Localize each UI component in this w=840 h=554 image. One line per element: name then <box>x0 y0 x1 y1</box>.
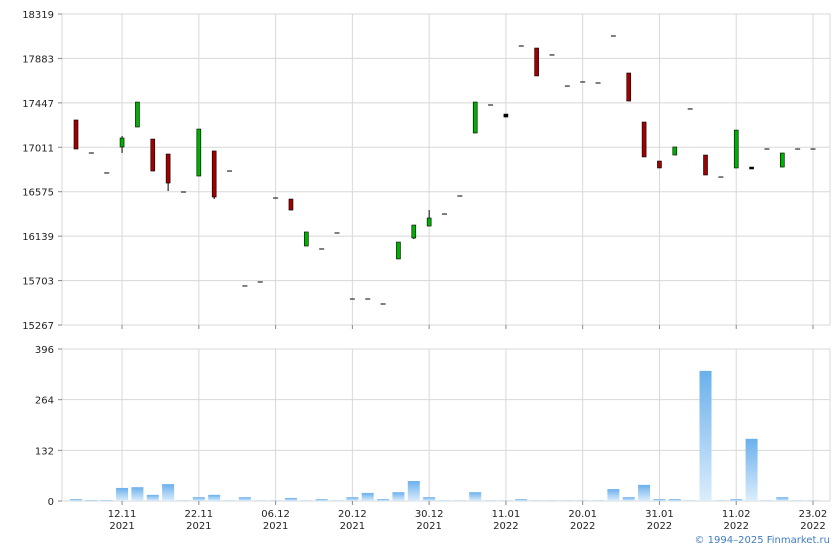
volume-bar <box>669 499 681 501</box>
volume-bar <box>131 487 143 501</box>
volume-bar <box>346 497 358 501</box>
volume-bar <box>700 371 712 501</box>
volume-bar <box>70 499 82 501</box>
y-tick-label: 18319 <box>22 10 54 21</box>
volume-bar <box>653 499 665 501</box>
volume-bar <box>469 492 481 501</box>
candle-body <box>135 102 139 127</box>
candle-body <box>304 232 308 246</box>
volume-bar <box>638 485 650 501</box>
y-tick-label: 16575 <box>22 188 54 199</box>
candle-body <box>704 155 708 175</box>
y-tick-label: 15267 <box>22 321 54 332</box>
candle-body <box>197 129 201 176</box>
candle-body <box>412 225 416 238</box>
candle-body <box>780 153 784 167</box>
y-tick-label: 16139 <box>22 232 54 243</box>
plot-frame <box>62 349 830 501</box>
y-tick-label: 396 <box>35 345 54 356</box>
candle-body <box>734 130 738 168</box>
candle-body <box>504 114 508 117</box>
y-tick-label: 17011 <box>22 143 54 154</box>
volume-bar <box>623 497 635 501</box>
y-tick-label: 15703 <box>22 277 54 288</box>
volume-bar <box>730 499 742 501</box>
volume-bar <box>285 498 297 501</box>
candle-body <box>166 154 170 183</box>
y-tick-label: 17883 <box>22 54 54 65</box>
candle-body <box>657 161 661 168</box>
candle-body <box>427 218 431 226</box>
y-tick-label: 0 <box>48 497 54 508</box>
y-tick-label: 132 <box>35 446 54 457</box>
volume-bar <box>776 497 788 501</box>
plot-frame <box>62 14 830 325</box>
volume-bar <box>162 484 174 501</box>
candle-body <box>151 139 155 171</box>
volume-bar <box>746 439 758 501</box>
volume-bar <box>362 493 374 501</box>
candle-body <box>535 48 539 76</box>
volume-bar <box>208 495 220 501</box>
volume-bar <box>239 497 251 501</box>
y-tick-label: 264 <box>35 396 54 407</box>
volume-bar <box>116 488 128 501</box>
candle-body <box>627 73 631 101</box>
candle-body <box>74 120 78 149</box>
footer: © 1994–2025 Finmarket.ru <box>694 535 830 546</box>
volume-bar <box>85 500 97 501</box>
volume-bar <box>316 499 328 501</box>
volume-bar <box>377 499 389 501</box>
candle-body <box>673 147 677 155</box>
candle-body <box>473 102 477 133</box>
volume-bar <box>423 497 435 501</box>
volume-bar <box>515 499 527 501</box>
candle-body <box>396 242 400 259</box>
volume-bar <box>607 489 619 501</box>
volume-bar <box>147 495 159 501</box>
candle-body <box>120 138 124 147</box>
candle-body <box>642 122 646 157</box>
candle-body <box>750 167 754 169</box>
candle-body <box>289 199 293 210</box>
candle-body <box>212 151 216 197</box>
y-tick-label: 17447 <box>22 99 54 110</box>
volume-bar <box>101 500 113 501</box>
volume-bar <box>392 492 404 501</box>
volume-bar <box>193 497 205 501</box>
volume-bar <box>408 481 420 501</box>
